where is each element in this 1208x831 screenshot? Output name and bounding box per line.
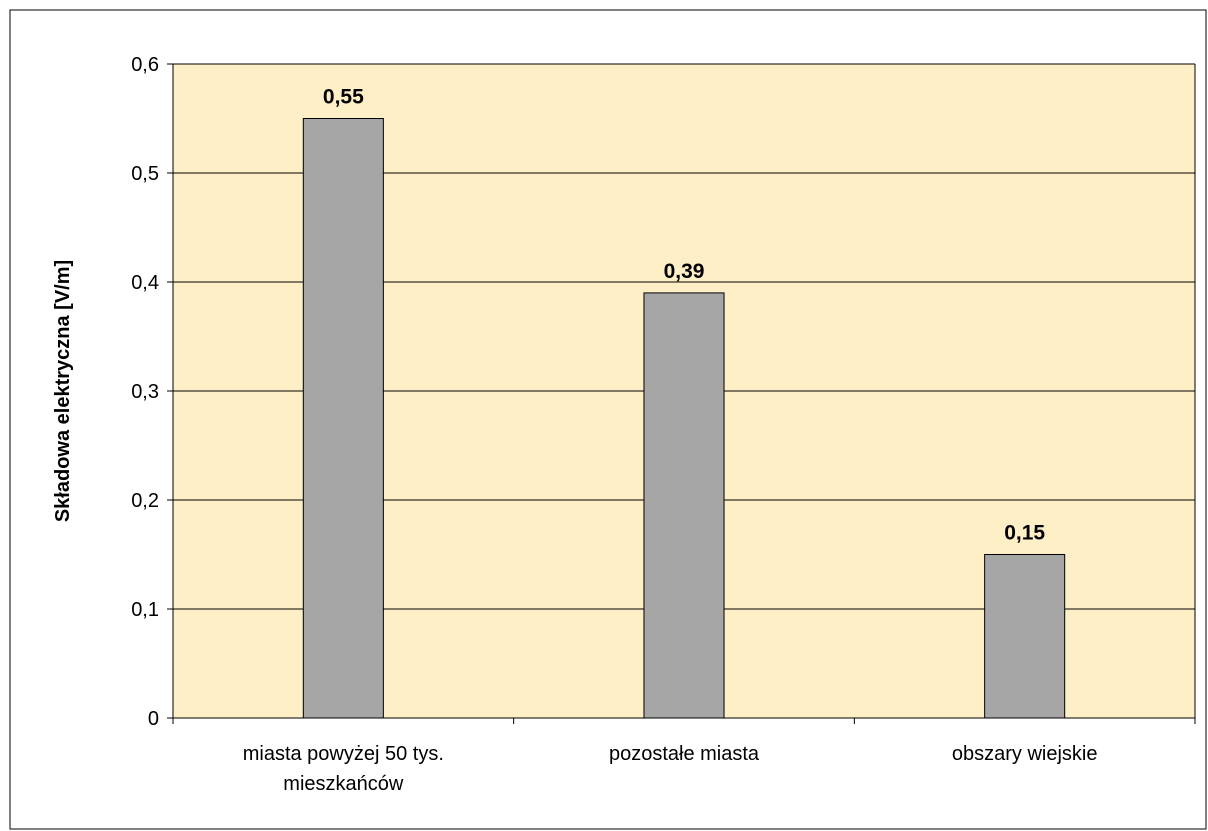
- data-labels: 0,55 0,39 0,15: [323, 86, 1046, 545]
- data-label: 0,15: [1004, 522, 1045, 545]
- y-axis-title: Składowa elektryczna [V/m]: [52, 260, 74, 522]
- x-category-labels: miasta powyżej 50 tys. mieszkańców pozosta…: [243, 743, 1098, 795]
- bar: [984, 554, 1066, 719]
- x-category-label: miasta powyżej 50 tys.: [243, 743, 444, 765]
- y-tick-label: 0,4: [131, 272, 159, 294]
- y-tick-labels: 0 0,1 0,2 0,3 0,4 0,5 0,6: [131, 54, 159, 730]
- x-category-label: mieszkańców: [283, 773, 404, 795]
- y-tick-label: 0,5: [131, 163, 159, 185]
- data-label: 0,55: [323, 86, 364, 109]
- bar: [302, 118, 384, 719]
- y-tick-label: 0: [148, 708, 159, 730]
- bars: [302, 118, 1066, 719]
- x-category-label: obszary wiejskie: [952, 743, 1098, 765]
- y-tick-label: 0,2: [131, 490, 159, 512]
- bar: [643, 292, 725, 719]
- data-label: 0,39: [664, 260, 705, 283]
- y-tick-label: 0,3: [131, 381, 159, 403]
- x-category-label: pozostałe miasta: [609, 743, 760, 765]
- y-tick-label: 0,1: [131, 599, 159, 621]
- axes: [167, 63, 1196, 724]
- y-tick-label: 0,6: [131, 54, 159, 76]
